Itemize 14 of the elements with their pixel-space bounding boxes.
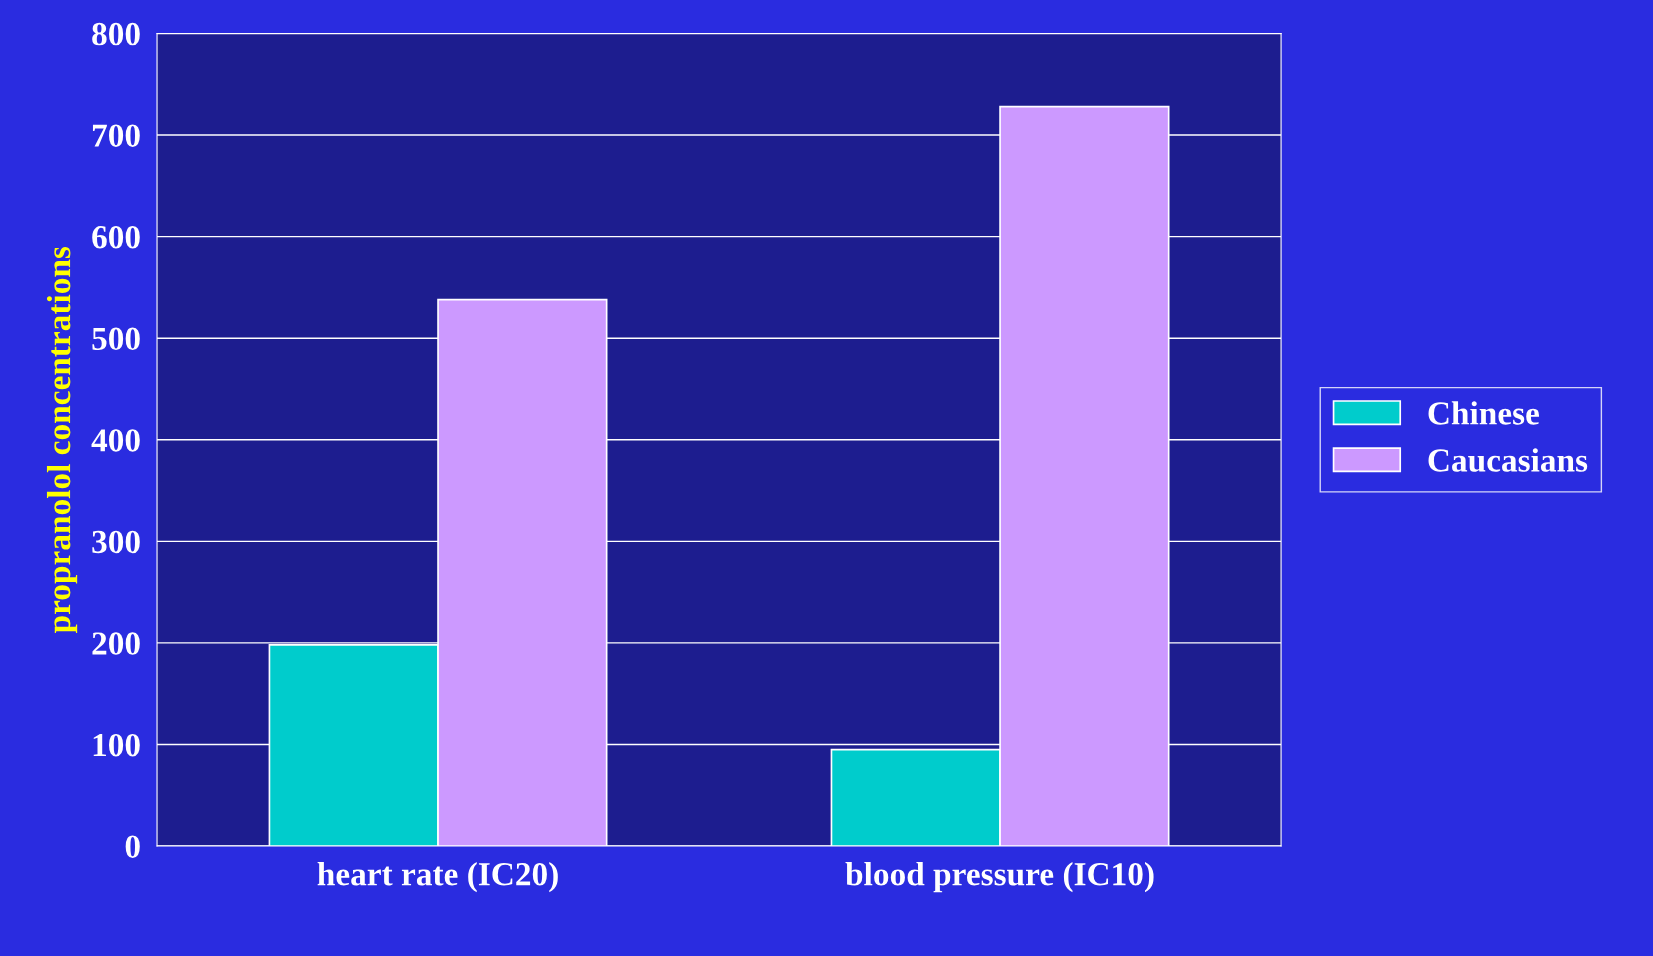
- y-tick-label: 700: [92, 124, 140, 147]
- y-tick-label: 600: [92, 226, 140, 249]
- y-tick-label: 400: [91, 429, 140, 452]
- y-tick-label: 300: [92, 530, 140, 554]
- x-tick-label: heart rate (IC20): [317, 862, 558, 893]
- x-tick-label: blood pressure (IC10): [845, 862, 1154, 893]
- legend-label: Chinese: [1428, 401, 1539, 425]
- y-tick-label: 500: [92, 327, 140, 351]
- y-tick-label: 200: [92, 632, 140, 655]
- y-tick-label: 100: [93, 733, 140, 757]
- legend-label: Caucasians: [1428, 448, 1588, 472]
- y-axis-title: propranolol concentrations: [46, 246, 78, 634]
- y-tick-label: 0: [125, 835, 140, 858]
- y-tick-label: 800: [92, 22, 140, 46]
